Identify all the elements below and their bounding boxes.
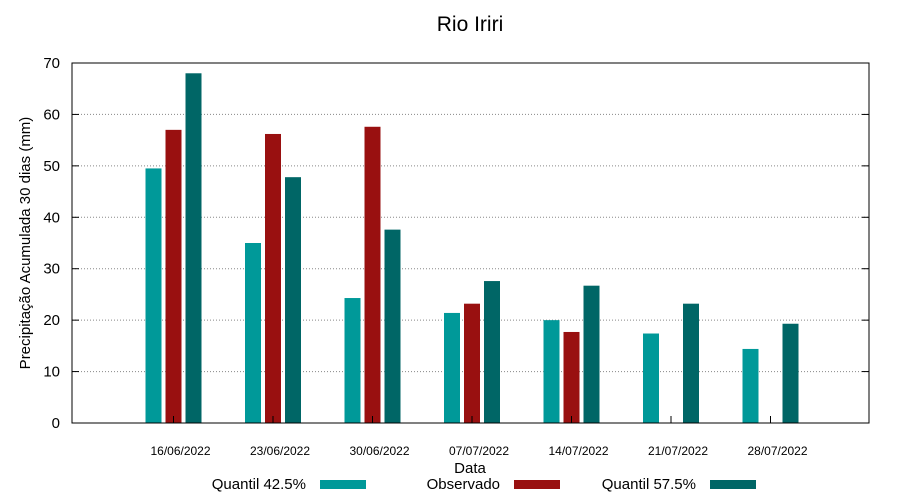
- bar: [484, 281, 500, 423]
- legend-label: Quantil 42.5%: [212, 476, 306, 493]
- y-tick-label: 30: [43, 261, 60, 278]
- bar: [364, 126, 381, 424]
- bar: [643, 333, 659, 423]
- y-tick-label: 40: [43, 209, 60, 226]
- bar: [563, 331, 580, 423]
- x-axis: 16/06/2022 23/06/2022 30/06/2022 07/07/2022…: [150, 416, 808, 458]
- y-tick-label: 70: [43, 55, 60, 72]
- bar: [165, 129, 182, 423]
- bar: [444, 312, 460, 423]
- bars: [145, 73, 799, 424]
- x-tick-label: 30/06/2022: [349, 444, 409, 458]
- y-axis-label: Precipitação Acumulada 30 dias (mm): [17, 117, 34, 370]
- x-tick-label: 23/06/2022: [250, 444, 310, 458]
- x-tick-label: 21/07/2022: [648, 444, 708, 458]
- legend: Quantil 42.5% Observado Quantil 57.5%: [212, 476, 756, 493]
- x-axis-label: Data: [454, 460, 486, 477]
- legend-label: Observado: [427, 476, 500, 493]
- x-tick-label: 28/07/2022: [747, 444, 807, 458]
- bar: [683, 303, 699, 423]
- y-tick-label: 0: [52, 415, 60, 432]
- y-tick-label: 20: [43, 312, 60, 329]
- bar: [145, 168, 162, 423]
- legend-swatch: [514, 480, 560, 489]
- bar: [285, 177, 301, 423]
- y-tick-label: 60: [43, 106, 60, 123]
- bar: [782, 323, 799, 423]
- bar: [583, 285, 600, 423]
- bar: [543, 320, 560, 423]
- x-tick-label: 16/06/2022: [150, 444, 210, 458]
- y-tick-label: 50: [43, 158, 60, 175]
- plot-frame: [71, 62, 870, 424]
- y-axis: 0 10 20 30 40 50 60 70: [43, 55, 869, 432]
- legend-label: Quantil 57.5%: [602, 476, 696, 493]
- x-tick-label: 07/07/2022: [449, 444, 509, 458]
- bar: [245, 243, 261, 423]
- bar: [742, 348, 759, 423]
- x-tick-label: 14/07/2022: [548, 444, 608, 458]
- legend-swatch: [710, 480, 756, 489]
- gridlines: [72, 113, 869, 373]
- bar: [265, 133, 281, 423]
- bar: [185, 73, 202, 424]
- legend-swatch: [320, 480, 366, 489]
- bar: [464, 303, 480, 423]
- y-tick-label: 10: [43, 364, 60, 381]
- chart-title: Rio Iriri: [437, 13, 504, 36]
- bar: [344, 298, 361, 423]
- bar: [384, 229, 401, 423]
